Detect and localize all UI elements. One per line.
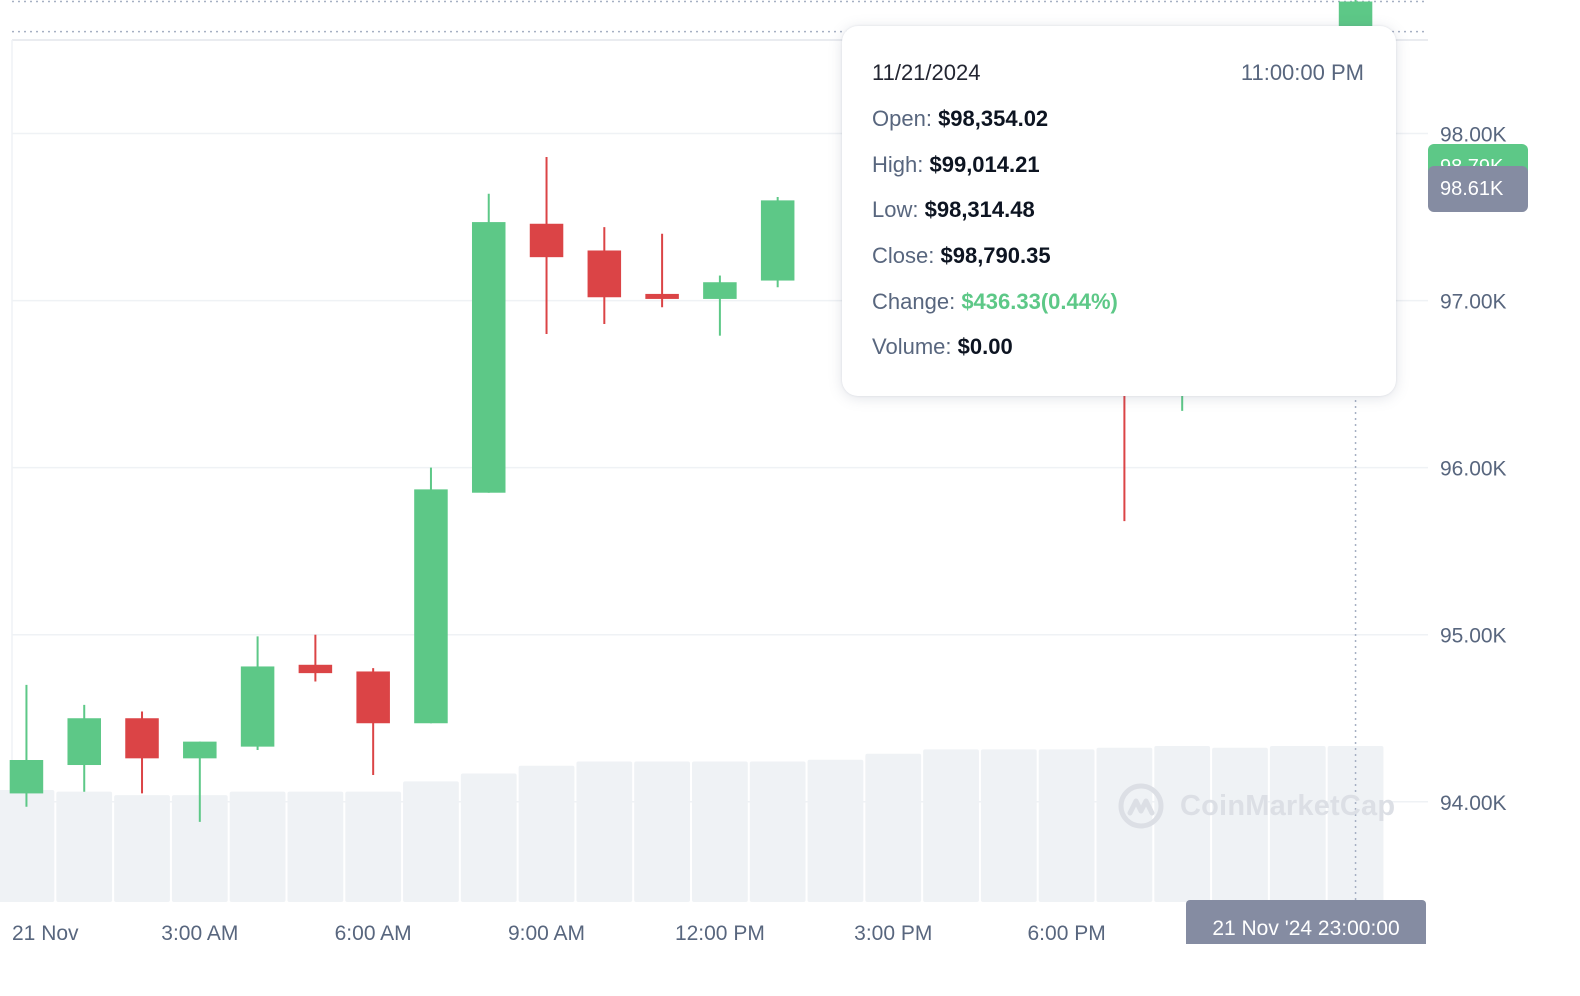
coinmarketcap-logo-icon	[1118, 783, 1164, 829]
candle-body-up	[760, 200, 795, 281]
volume-bar	[807, 759, 864, 902]
tooltip-time: 11:00:00 PM	[1240, 60, 1364, 85]
candle-body-down	[125, 718, 159, 759]
x-tick-label: 21 Nov	[12, 922, 79, 945]
candle-body-down	[356, 671, 390, 724]
watermark-text: CoinMarketCap	[1180, 789, 1396, 822]
ohlc-tooltip: 11/21/2024 11:00:00 PM Open: $98,354.02 …	[842, 26, 1396, 396]
volume-bar	[865, 753, 922, 902]
coinmarketcap-watermark: CoinMarketCap	[1118, 780, 1395, 832]
volume-bar	[1327, 745, 1384, 902]
candle-body-up	[414, 489, 448, 724]
tooltip-value: $436.33(0.44%)	[961, 288, 1118, 314]
volume-bar	[1212, 747, 1268, 902]
x-tick-label: 3:00 AM	[161, 922, 238, 945]
volume-bar	[171, 795, 228, 902]
candle-body-up	[9, 760, 44, 794]
y-tick-label: 97.00K	[1440, 291, 1507, 314]
tooltip-row-change: Change: $436.33(0.44%)	[872, 289, 1364, 335]
tooltip-value: $98,354.02	[938, 106, 1049, 131]
volume-bar	[1154, 745, 1211, 902]
volume-bar	[923, 749, 979, 902]
volume-bar	[1269, 745, 1326, 902]
tooltip-label: Open:	[872, 106, 932, 131]
tooltip-value: $99,014.21	[929, 151, 1040, 177]
candle-body-down	[645, 293, 679, 299]
volume-bar	[0, 789, 55, 902]
volume-bar	[980, 749, 1037, 902]
tooltip-value: $98,790.35	[940, 243, 1051, 269]
x-tick-label: 12:00 PM	[675, 922, 765, 945]
candle-body-down	[298, 664, 333, 674]
candle-body-up	[183, 741, 217, 759]
tooltip-row-high: High: $99,014.21	[872, 152, 1364, 198]
tooltip-label: Close:	[872, 243, 935, 269]
volume-bar	[576, 761, 633, 902]
volume-bar	[749, 761, 806, 902]
tooltip-label: High:	[872, 151, 924, 177]
y-tick-label: 98.00K	[1440, 124, 1507, 147]
volume-bar	[114, 795, 170, 902]
volume-bar	[634, 761, 690, 902]
tooltip-label: Volume:	[872, 334, 952, 360]
volume-bar	[691, 761, 748, 902]
volume-bar	[229, 791, 286, 902]
volume-bar	[345, 791, 402, 902]
tooltip-row-close: Close: $98,790.35	[872, 243, 1364, 289]
y-tick-label: 96.00K	[1440, 458, 1507, 481]
tooltip-value: $98,314.48	[924, 197, 1035, 223]
x-tick-label: 6:00 PM	[1028, 922, 1106, 945]
candle-body-up	[67, 718, 101, 766]
crosshair-price-tag: 98.61K	[1428, 166, 1528, 212]
x-tick-label: 3:00 PM	[854, 922, 932, 945]
crosshair-time-tag: 21 Nov '24 23:00:00	[1186, 900, 1426, 944]
volume-bar	[56, 791, 113, 902]
y-tick-label: 94.00K	[1440, 792, 1507, 815]
y-tick-label: 95.00K	[1440, 625, 1507, 648]
tooltip-label: Change:	[872, 288, 956, 314]
tooltip-value: $0.00	[957, 334, 1013, 360]
x-tick-label: 9:00 AM	[508, 922, 585, 945]
x-tick-label: 6:00 AM	[335, 922, 412, 945]
volume-bar	[518, 765, 575, 902]
candle-body-up	[471, 222, 506, 493]
volume-bar	[403, 781, 459, 902]
tooltip-row-volume: Volume: $0.00	[872, 334, 1364, 380]
candle-body-up	[240, 666, 275, 747]
volume-bar	[460, 773, 517, 902]
tooltip-row-low: Low: $98,314.48	[872, 197, 1364, 243]
volume-bar	[287, 791, 344, 902]
candle-body-down	[587, 250, 622, 298]
candle-body-down	[529, 223, 564, 258]
tooltip-row-open: Open: $98,354.02	[872, 106, 1364, 152]
volume-bar	[1038, 749, 1095, 902]
tooltip-date: 11/21/2024	[872, 60, 981, 85]
candle-body-up	[703, 282, 737, 299]
tooltip-label: Low:	[872, 197, 919, 223]
